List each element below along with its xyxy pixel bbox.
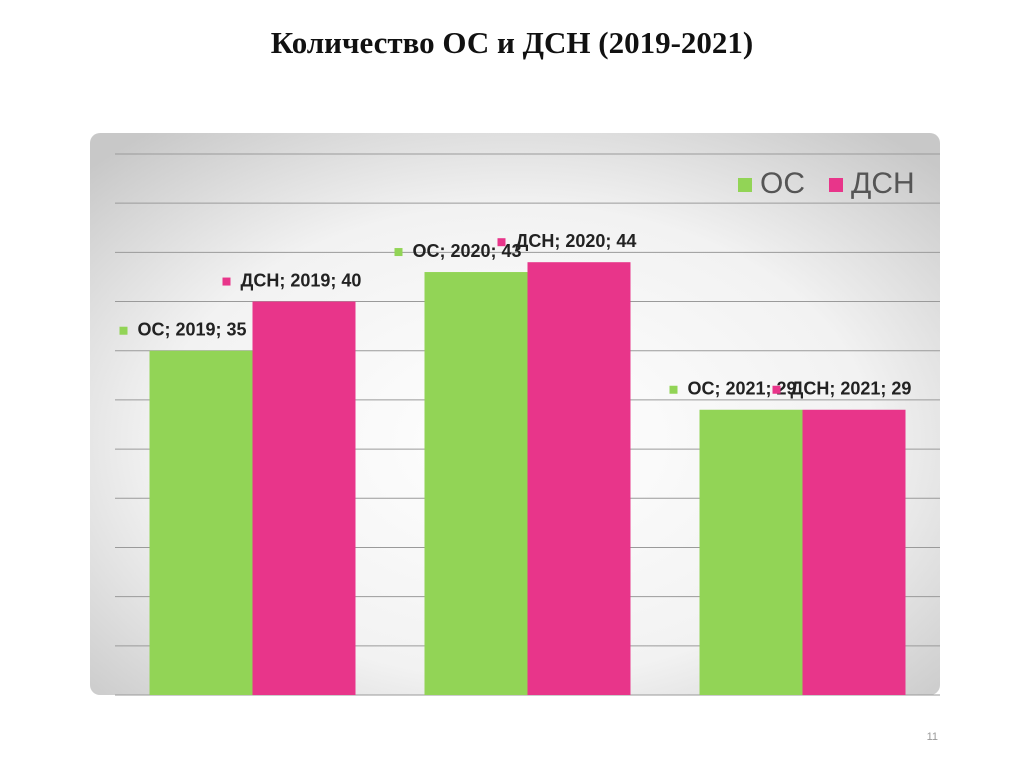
bar bbox=[424, 272, 528, 695]
data-label: ДСН; 2020; 44 bbox=[516, 231, 637, 251]
label-marker bbox=[497, 238, 506, 247]
slide-number: 11 bbox=[927, 731, 938, 743]
data-label: ДСН; 2019; 40 bbox=[241, 270, 362, 290]
label-marker bbox=[669, 385, 678, 394]
label-marker bbox=[119, 326, 128, 335]
bar bbox=[252, 301, 356, 695]
label-marker bbox=[394, 248, 403, 257]
legend-label: ОС bbox=[760, 167, 805, 200]
legend-label: ДСН bbox=[851, 167, 915, 200]
label-marker bbox=[772, 385, 781, 394]
data-label: ОС; 2019; 35 bbox=[138, 319, 247, 339]
legend-swatch bbox=[738, 178, 752, 192]
chart-title: Количество ОС и ДСН (2019-2021) bbox=[271, 25, 753, 60]
label-marker bbox=[222, 277, 231, 286]
data-label: ДСН; 2021; 29 bbox=[791, 378, 912, 398]
bar bbox=[802, 409, 906, 695]
data-label: ОС; 2021; 29 bbox=[688, 378, 797, 398]
legend-swatch bbox=[829, 178, 843, 192]
bar bbox=[527, 262, 631, 695]
data-label: ОС; 2020; 43 bbox=[413, 241, 522, 261]
bar bbox=[699, 409, 803, 695]
bar bbox=[149, 350, 253, 695]
